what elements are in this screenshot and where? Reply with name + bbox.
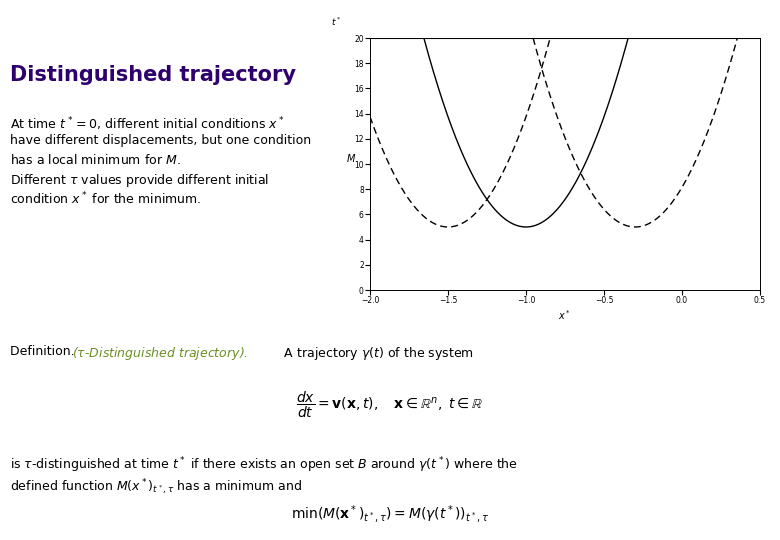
Y-axis label: $M$: $M$ [346, 152, 356, 164]
Text: At time $t^*{=}0$, different initial conditions $x^*$: At time $t^*{=}0$, different initial con… [10, 115, 285, 133]
Text: $\mathrm{min}(M(\mathbf{x}^*)_{t^*,\tau}) = M(\gamma(t^*))_{t^*,\tau}$: $\mathrm{min}(M(\mathbf{x}^*)_{t^*,\tau}… [291, 503, 489, 524]
Text: Definition.: Definition. [10, 345, 79, 358]
Text: have different displacements, but one condition: have different displacements, but one co… [10, 134, 311, 147]
Text: is $\tau$-distinguished at time $t^*$ if there exists an open set $B$ around $\g: is $\tau$-distinguished at time $t^*$ if… [10, 455, 518, 475]
Text: Distinguished trajectory: Distinguished trajectory [10, 65, 296, 85]
Text: Different $\tau$ values provide different initial: Different $\tau$ values provide differen… [10, 172, 269, 189]
Text: $t^*$: $t^*$ [331, 16, 342, 28]
Text: A trajectory $\gamma(t)$ of the system: A trajectory $\gamma(t)$ of the system [280, 345, 474, 362]
Text: has a local minimum for $M$.: has a local minimum for $M$. [10, 153, 181, 167]
Text: Distinguished trajectories: Distinguished trajectories [523, 9, 767, 26]
Text: condition $x^*$ for the minimum.: condition $x^*$ for the minimum. [10, 191, 201, 207]
X-axis label: $x^*$: $x^*$ [558, 308, 572, 322]
Text: ($\tau$-Distinguished trajectory).: ($\tau$-Distinguished trajectory). [72, 345, 250, 362]
Text: $\dfrac{dx}{dt} = \mathbf{v}(\mathbf{x},t), \quad \mathbf{x} \in \mathbb{R}^n,\ : $\dfrac{dx}{dt} = \mathbf{v}(\mathbf{x},… [296, 390, 484, 420]
Text: defined function $M(x^*)_{t^*,\tau}$ has a minimum and: defined function $M(x^*)_{t^*,\tau}$ has… [10, 477, 302, 497]
